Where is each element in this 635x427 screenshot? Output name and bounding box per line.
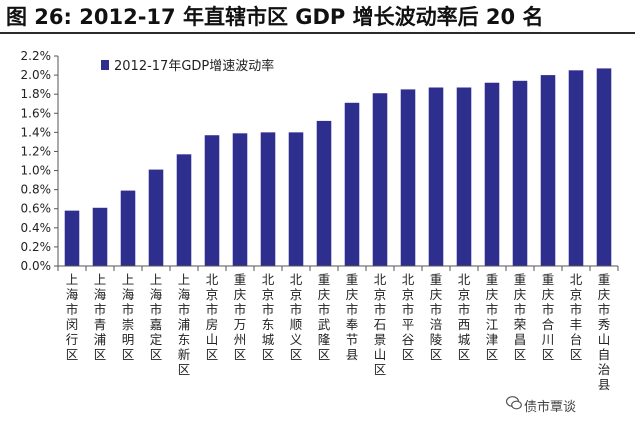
y-tick-label: 0.0% bbox=[21, 259, 52, 273]
x-axis: 上海市闵行区 上海市青浦区 上海市崇明区 上海市嘉定区 上海市浦东新区 北京市房山区 重庆市… bbox=[57, 265, 619, 392]
x-tick-label: 上海市闵行区 bbox=[66, 272, 79, 362]
x-tick-label-text: 北京市平谷区 bbox=[402, 272, 415, 362]
bar bbox=[512, 80, 528, 267]
x-tick-label: 上海市浦东新区 bbox=[178, 272, 191, 377]
x-tick-label-text: 上海市崇明区 bbox=[122, 272, 135, 362]
x-tick-label-text: 重庆市涪陵区 bbox=[430, 272, 443, 362]
y-tick-label: 1.6% bbox=[21, 106, 52, 120]
x-tick-label: 重庆市涪陵区 bbox=[430, 272, 443, 362]
x-tick-label-text: 北京市房山区 bbox=[206, 272, 219, 362]
x-tick-label-text: 上海市青浦区 bbox=[94, 272, 107, 362]
wechat-icon bbox=[506, 396, 522, 410]
bar bbox=[456, 87, 472, 266]
x-tick-label: 上海市崇明区 bbox=[122, 272, 135, 362]
bar bbox=[344, 102, 360, 266]
y-tick-label: 0.8% bbox=[21, 183, 52, 197]
x-tick-label: 上海市嘉定区 bbox=[150, 272, 163, 362]
bar bbox=[596, 68, 612, 266]
x-tick-label: 北京市房山区 bbox=[206, 272, 219, 362]
figure-title: 图 26: 2012-17 年直辖市区 GDP 增长波动率后 20 名 bbox=[0, 0, 635, 34]
bar bbox=[260, 132, 276, 266]
x-tick-label: 北京市丰台区 bbox=[570, 272, 583, 362]
bars bbox=[64, 68, 612, 267]
x-tick-label-text: 北京市西城区 bbox=[458, 272, 471, 362]
legend-swatch bbox=[101, 60, 109, 70]
x-tick-label-text: 上海市浦东新区 bbox=[178, 272, 191, 377]
bar bbox=[484, 82, 500, 267]
x-tick-label-text: 重庆市荣昌区 bbox=[514, 272, 527, 362]
x-tick-label-text: 重庆市奉节县 bbox=[346, 272, 359, 362]
y-tick-label: 1.0% bbox=[21, 164, 52, 178]
legend-label: 2012-17年GDP增速波动率 bbox=[114, 58, 274, 74]
x-tick-label-text: 上海市嘉定区 bbox=[150, 272, 163, 362]
x-tick-label-text: 北京市顺义区 bbox=[290, 272, 303, 362]
x-tick-label: 上海市青浦区 bbox=[94, 272, 107, 362]
x-tick-label: 重庆市武隆区 bbox=[318, 272, 331, 362]
y-tick-label: 1.4% bbox=[21, 125, 52, 139]
bar bbox=[204, 135, 220, 266]
x-tick-label: 重庆市秀山自治县 bbox=[598, 272, 611, 392]
x-tick-label-text: 重庆市江津区 bbox=[486, 272, 499, 362]
x-tick-label: 北京市石景山区 bbox=[374, 272, 387, 377]
bar bbox=[92, 207, 108, 266]
x-tick-label: 北京市西城区 bbox=[458, 272, 471, 362]
x-tick-label: 北京市顺义区 bbox=[290, 272, 303, 362]
x-tick-label-text: 北京市东城区 bbox=[262, 272, 275, 362]
bar bbox=[372, 93, 388, 267]
x-tick-label: 重庆市江津区 bbox=[486, 272, 499, 362]
bar bbox=[232, 133, 248, 266]
bar bbox=[148, 169, 164, 266]
x-tick-label: 北京市东城区 bbox=[262, 272, 275, 362]
x-tick-label-text: 重庆市秀山自治县 bbox=[598, 272, 611, 392]
x-tick-label-text: 重庆市武隆区 bbox=[318, 272, 331, 362]
x-tick-label-text: 北京市丰台区 bbox=[570, 272, 583, 362]
watermark: 债市覃谈 bbox=[524, 400, 577, 415]
y-tick-label: 1.2% bbox=[21, 144, 52, 158]
x-tick-label: 重庆市荣昌区 bbox=[514, 272, 527, 362]
x-tick-label-text: 上海市闵行区 bbox=[66, 272, 79, 362]
x-tick-label: 重庆市奉节县 bbox=[346, 272, 359, 362]
bar bbox=[120, 190, 136, 266]
y-axis: 0.0% 0.2% 0.4% 0.6% 0.8% 1.0% 1.2% 1.4% 1.6% 1.8%… bbox=[21, 49, 59, 273]
y-tick-label: 0.4% bbox=[21, 221, 52, 235]
bar bbox=[400, 89, 416, 266]
x-tick-label-text: 重庆市合川区 bbox=[542, 272, 555, 362]
bar bbox=[316, 120, 332, 266]
x-tick-label: 重庆市万州区 bbox=[234, 272, 247, 362]
x-tick-label-text: 重庆市万州区 bbox=[234, 272, 247, 362]
bar bbox=[568, 70, 584, 267]
x-tick-label: 重庆市合川区 bbox=[542, 272, 555, 362]
bar bbox=[176, 154, 192, 266]
bar bbox=[64, 210, 80, 266]
bar bbox=[428, 87, 444, 266]
y-tick-label: 2.0% bbox=[21, 68, 52, 82]
bar bbox=[288, 132, 304, 266]
y-tick-label: 2.2% bbox=[21, 49, 52, 63]
y-tick-label: 0.6% bbox=[21, 202, 52, 216]
x-tick-label: 北京市平谷区 bbox=[402, 272, 415, 362]
y-tick-label: 1.8% bbox=[21, 87, 52, 101]
legend: 2012-17年GDP增速波动率 bbox=[101, 58, 274, 74]
y-tick-label: 0.2% bbox=[21, 240, 52, 254]
bar bbox=[540, 75, 556, 266]
x-tick-label-text: 北京市石景山区 bbox=[374, 272, 387, 377]
